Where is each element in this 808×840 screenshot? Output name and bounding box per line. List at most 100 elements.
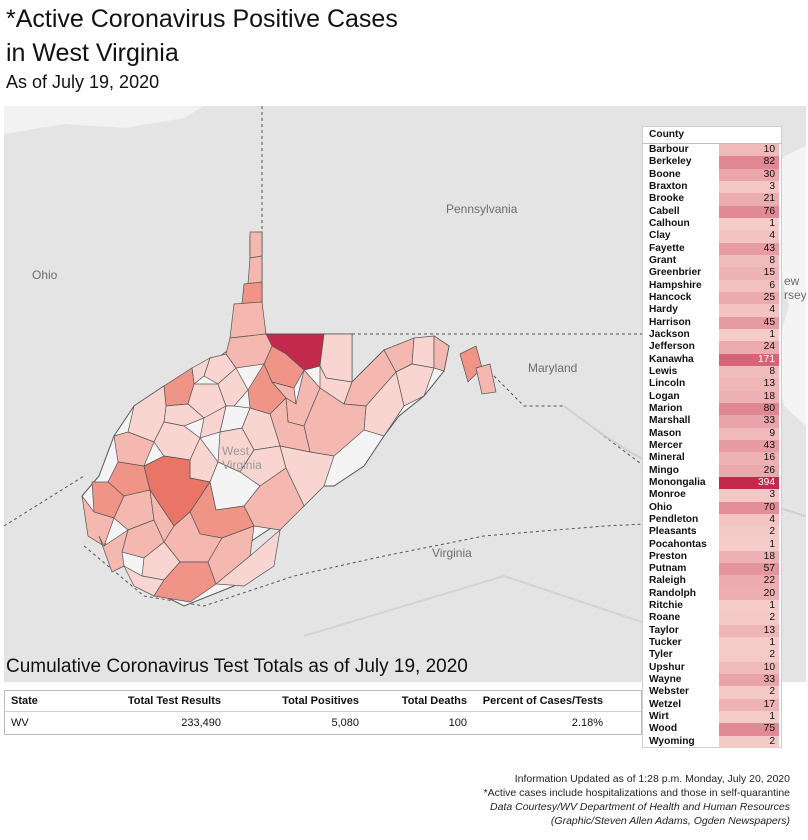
county-row[interactable]: Ohio 70 bbox=[643, 501, 781, 514]
county-value-shade bbox=[719, 612, 779, 625]
footer-graphic-credit: (Graphic/Steven Allen Adams, Ogden Newsp… bbox=[550, 815, 790, 827]
county-value: 82 bbox=[763, 156, 775, 168]
county-value: 3 bbox=[769, 489, 775, 501]
totals-header-deaths: Total Deaths bbox=[401, 695, 467, 707]
county-value: 80 bbox=[763, 402, 775, 414]
county-value: 15 bbox=[763, 267, 775, 279]
county-row[interactable]: Barbour 10 bbox=[643, 144, 781, 157]
county-name: Clay bbox=[649, 230, 671, 242]
county-row[interactable]: Wirt 1 bbox=[643, 711, 781, 724]
county-row[interactable]: Raleigh 22 bbox=[643, 575, 781, 588]
county-row[interactable]: Pocahontas 1 bbox=[643, 538, 781, 551]
label-west-virginia: West Virginia bbox=[222, 444, 262, 472]
county-value-shade bbox=[719, 427, 779, 440]
footer-data-credit: Data Courtesy/WV Department of Health an… bbox=[490, 801, 790, 813]
county-row[interactable]: Tucker 1 bbox=[643, 637, 781, 650]
county-value-shade bbox=[719, 501, 779, 514]
county-value: 10 bbox=[763, 661, 775, 673]
county-value: 43 bbox=[763, 242, 775, 254]
county-row[interactable]: Monroe 3 bbox=[643, 489, 781, 502]
county-name: Calhoun bbox=[649, 217, 690, 229]
county-row[interactable]: Mason 9 bbox=[643, 427, 781, 440]
county-name: Ohio bbox=[649, 501, 673, 513]
county-row[interactable]: Hancock 25 bbox=[643, 291, 781, 305]
county-row[interactable]: Berkeley 82 bbox=[643, 156, 781, 169]
md-va-border bbox=[493, 375, 645, 467]
totals-title: Cumulative Coronavirus Test Totals as of… bbox=[6, 656, 468, 677]
county-row[interactable]: Roane 2 bbox=[643, 612, 781, 625]
county-row[interactable]: Jackson 1 bbox=[643, 328, 781, 342]
county-row[interactable]: Kanawha 171 bbox=[643, 353, 781, 366]
county-row[interactable]: Wayne 33 bbox=[643, 674, 781, 687]
county-row[interactable]: Taylor 13 bbox=[643, 624, 781, 638]
county-row[interactable]: Putnam 57 bbox=[643, 563, 781, 576]
county-ohio bbox=[241, 281, 263, 305]
county-name: Tyler bbox=[649, 649, 673, 661]
county-name: Monongalia bbox=[649, 476, 706, 488]
county-value-shade bbox=[719, 686, 779, 699]
county-name: Fayette bbox=[649, 242, 685, 254]
county-name: Cabell bbox=[649, 205, 680, 217]
county-name: Monroe bbox=[649, 489, 686, 501]
county-row[interactable]: Hampshire 6 bbox=[643, 279, 781, 292]
county-value: 1 bbox=[769, 600, 775, 612]
county-morgan bbox=[433, 335, 450, 372]
county-row[interactable]: Monongalia 394 bbox=[643, 476, 781, 490]
county-row[interactable]: Lincoln 13 bbox=[643, 378, 781, 391]
county-table[interactable]: County Barbour 10 Berkeley 82 Boone 30 Braxton… bbox=[642, 126, 782, 749]
county-value-shade bbox=[719, 205, 779, 218]
county-row[interactable]: Marion 80 bbox=[643, 402, 781, 416]
county-row[interactable]: Calhoun 1 bbox=[643, 217, 781, 231]
totals-header-positives: Total Positives bbox=[282, 695, 359, 707]
county-value: 70 bbox=[763, 501, 775, 513]
map-title-line-1: *Active Coronavirus Positive Cases bbox=[6, 5, 398, 33]
county-row[interactable]: Randolph 20 bbox=[643, 587, 781, 601]
county-row[interactable]: Pendleton 4 bbox=[643, 513, 781, 527]
county-row[interactable]: Hardy 4 bbox=[643, 304, 781, 317]
footer-updated: Information Updated as of 1:28 p.m. Mond… bbox=[514, 773, 790, 785]
county-value-shade bbox=[719, 144, 779, 157]
county-name: Preston bbox=[649, 550, 687, 562]
county-value-shade bbox=[719, 489, 779, 502]
county-row[interactable]: Pleasants 2 bbox=[643, 526, 781, 539]
county-row[interactable]: Upshur 10 bbox=[643, 661, 781, 675]
county-value: 17 bbox=[763, 698, 775, 710]
road-line bbox=[303, 574, 655, 637]
county-row[interactable]: Harrison 45 bbox=[643, 316, 781, 329]
county-name: Upshur bbox=[649, 661, 685, 673]
county-row[interactable]: Cabell 76 bbox=[643, 205, 781, 218]
county-row[interactable]: Wood 75 bbox=[643, 723, 781, 736]
county-value: 21 bbox=[763, 193, 775, 205]
county-row[interactable]: Greenbrier 15 bbox=[643, 267, 781, 280]
county-row[interactable]: Clay 4 bbox=[643, 230, 781, 243]
county-value-shade bbox=[719, 550, 779, 564]
county-row[interactable]: Wyoming 2 bbox=[643, 735, 781, 749]
county-name: Wayne bbox=[649, 674, 682, 686]
county-name: Raleigh bbox=[649, 575, 686, 587]
county-row[interactable]: Mineral 16 bbox=[643, 452, 781, 465]
county-value-shade bbox=[719, 723, 779, 736]
county-row[interactable]: Brooke 21 bbox=[643, 193, 781, 206]
county-name: Pocahontas bbox=[649, 538, 707, 550]
county-row[interactable]: Mingo 26 bbox=[643, 464, 781, 477]
county-row[interactable]: Boone 30 bbox=[643, 168, 781, 181]
county-row[interactable]: Braxton 3 bbox=[643, 180, 781, 194]
map-title: *Active Coronavirus Positive Cases in We… bbox=[6, 2, 398, 70]
county-name: Wyoming bbox=[649, 735, 695, 747]
county-row[interactable]: Preston 18 bbox=[643, 550, 781, 564]
county-row[interactable]: Wetzel 17 bbox=[643, 698, 781, 712]
county-row[interactable]: Lewis 8 bbox=[643, 365, 781, 379]
county-row[interactable]: Jefferson 24 bbox=[643, 341, 781, 354]
county-row[interactable]: Tyler 2 bbox=[643, 649, 781, 662]
county-row[interactable]: Grant 8 bbox=[643, 254, 781, 268]
county-row[interactable]: Fayette 43 bbox=[643, 242, 781, 255]
county-row[interactable]: Ritchie 1 bbox=[643, 600, 781, 613]
county-row[interactable]: Webster 2 bbox=[643, 686, 781, 699]
county-row[interactable]: Mercer 43 bbox=[643, 439, 781, 453]
county-value: 1 bbox=[769, 637, 775, 649]
county-value-shade bbox=[719, 230, 779, 243]
county-row[interactable]: Marshall 33 bbox=[643, 415, 781, 428]
county-preston bbox=[319, 333, 353, 383]
county-row[interactable]: Logan 18 bbox=[643, 390, 781, 403]
county-value-shade bbox=[719, 365, 779, 379]
